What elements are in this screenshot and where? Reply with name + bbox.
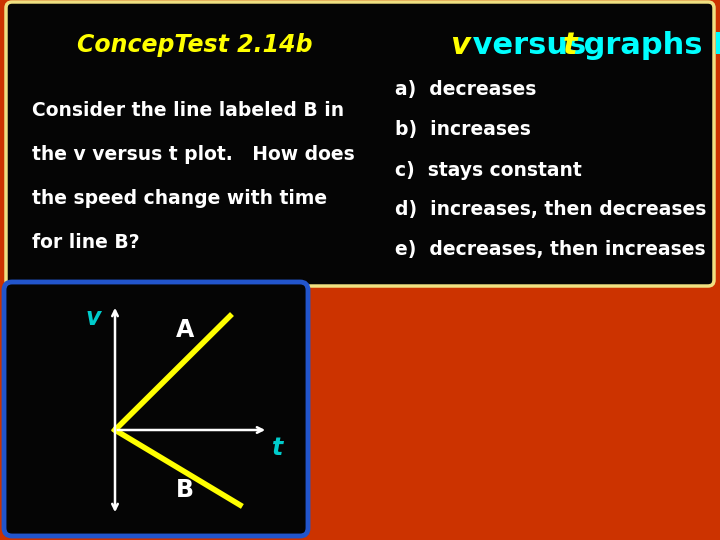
Text: the speed change with time: the speed change with time [32,188,327,207]
Text: t: t [272,436,284,460]
Text: graphs II: graphs II [573,30,720,59]
Text: e)  decreases, then increases: e) decreases, then increases [395,240,706,260]
Text: ConcepTest 2.14b: ConcepTest 2.14b [77,33,312,57]
Text: b)  increases: b) increases [395,120,531,139]
Text: d)  increases, then decreases: d) increases, then decreases [395,200,706,219]
Text: for line B?: for line B? [32,233,140,252]
Text: v: v [85,306,101,330]
Text: t: t [563,30,577,59]
Text: Consider the line labeled B in: Consider the line labeled B in [32,100,344,119]
Text: a)  decreases: a) decreases [395,80,536,99]
Text: versus: versus [462,30,597,59]
Text: c)  stays constant: c) stays constant [395,160,582,179]
Text: v: v [450,30,470,59]
FancyBboxPatch shape [4,282,308,536]
Text: the v versus t plot.   How does: the v versus t plot. How does [32,145,355,164]
Text: B: B [176,478,194,502]
Text: A: A [176,318,194,342]
FancyBboxPatch shape [6,2,714,286]
